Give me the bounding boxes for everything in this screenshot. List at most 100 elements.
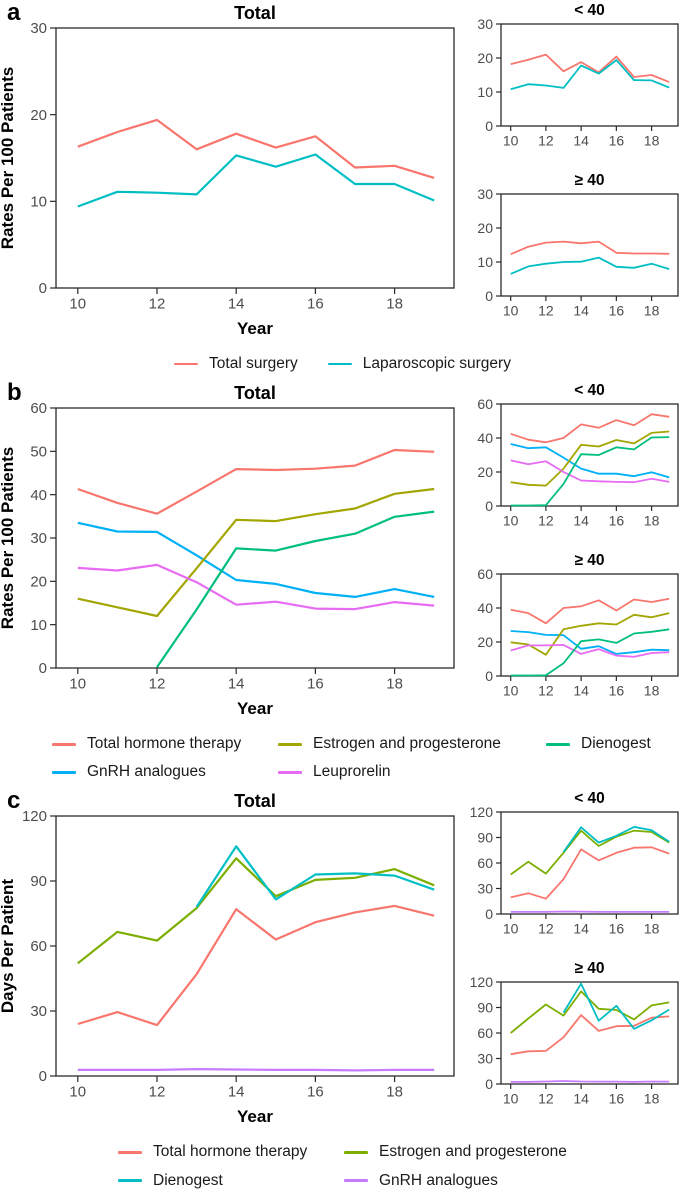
chart-c-total: 0 30 60 90 120 10 12 14 16 18 Total Year Days Per Pa… [0, 790, 462, 1130]
y-tick-label: 10 [30, 193, 47, 210]
series-line [77, 449, 435, 515]
x-tick-label: 10 [503, 513, 519, 529]
chart-title: < 40 [574, 382, 605, 399]
legend-row: Total surgery Laparoscopic surgery [0, 354, 685, 374]
series-line [77, 563, 435, 611]
y-tick-label: 30 [477, 1051, 493, 1067]
legend-item: Dienogest [546, 734, 685, 754]
x-tick-label: 18 [644, 302, 660, 318]
x-tick-label: 16 [609, 302, 625, 318]
panel-label-a: a [7, 0, 21, 26]
legend-label: Laparoscopic surgery [362, 355, 511, 372]
x-tick-label: 16 [307, 1084, 324, 1101]
chart-title: Total [234, 791, 276, 811]
series-line [510, 240, 670, 256]
chart-title: ≥ 40 [574, 552, 604, 569]
legend-item: GnRH analogues [52, 762, 278, 782]
legend-swatch [174, 362, 199, 366]
legend-label: GnRH analogues [379, 1171, 498, 1189]
legend-swatch [118, 1151, 142, 1154]
x-axis-title: Year [237, 1107, 273, 1126]
y-tick-label: 0 [485, 668, 493, 684]
x-tick-label: 12 [149, 295, 166, 312]
x-tick-label: 10 [69, 676, 86, 693]
x-tick-label: 16 [609, 132, 625, 148]
y-axis-title: Days Per Patient [0, 879, 17, 1014]
series-line [510, 628, 670, 677]
y-tick-label: 120 [470, 804, 494, 820]
x-tick-label: 14 [228, 676, 245, 693]
y-tick-label: 20 [477, 50, 493, 66]
x-tick-label: 12 [149, 1084, 166, 1101]
chart-title: Total [234, 3, 276, 23]
series-line [156, 510, 435, 668]
x-tick-label: 18 [644, 1091, 660, 1107]
x-tick-label: 16 [307, 295, 324, 312]
x-tick-label: 12 [538, 513, 554, 529]
x-tick-label: 18 [644, 132, 660, 148]
legend-swatch [118, 1179, 142, 1182]
panel-b-charts: 0 10 20 30 40 50 60 10 12 14 16 18 Total Year Rates Pe… [0, 382, 685, 722]
y-tick-label: 40 [477, 430, 493, 446]
chart-svg: 0 30 60 90 120 10 12 14 16 18 < 40 [470, 790, 679, 937]
series-line [510, 413, 670, 444]
legend-item: Dienogest [118, 1171, 344, 1190]
series-line [195, 845, 435, 909]
legend-swatch [344, 1151, 368, 1154]
legend-label: Total hormone therapy [87, 735, 242, 753]
series-line [510, 597, 670, 625]
chart-svg: 0 20 40 60 10 12 14 16 18 < 40 [477, 382, 679, 529]
y-tick-label: 20 [30, 107, 47, 124]
series-line [77, 153, 435, 208]
y-tick-label: 60 [477, 1025, 493, 1041]
chart-title: ≥ 40 [574, 172, 604, 189]
series-line [510, 59, 670, 91]
panel-label-c: c [7, 787, 21, 815]
legend-label: Estrogen and progesterone [313, 735, 501, 753]
legend-item: Leuprorelin [278, 762, 546, 782]
x-tick-label: 14 [228, 295, 245, 312]
y-tick-label: 60 [477, 396, 493, 412]
chart-c-over40: 0 30 60 90 120 10 12 14 16 18 ≥ 40 [465, 960, 685, 1110]
y-tick-label: 20 [30, 574, 47, 591]
series-line [562, 983, 670, 1031]
chart-b-over40: 0 20 40 60 10 12 14 16 18 ≥ 40 [465, 552, 685, 702]
x-tick-label: 12 [538, 921, 554, 937]
y-tick-label: 10 [477, 254, 493, 270]
chart-b-under40: 0 20 40 60 10 12 14 16 18 < 40 [465, 382, 685, 532]
plot-border [55, 815, 455, 1078]
plot-border [500, 193, 679, 297]
series-line [510, 612, 670, 656]
legend-row: Dienogest GnRH analogues [0, 1171, 685, 1190]
legend-item: GnRH analogues [344, 1171, 685, 1190]
x-tick-label: 18 [644, 683, 660, 699]
x-tick-label: 14 [573, 1091, 589, 1107]
x-tick-label: 10 [503, 132, 519, 148]
y-tick-label: 30 [477, 186, 493, 202]
y-axis-title: Rates Per 100 Patients [0, 67, 17, 249]
chart-title: ≥ 40 [574, 960, 604, 977]
y-tick-label: 0 [39, 280, 47, 297]
chart-a-total: 0 10 20 30 10 12 14 16 18 Total Year Rates Per 100 … [0, 2, 462, 342]
x-tick-label: 18 [386, 1084, 403, 1101]
x-tick-label: 16 [609, 683, 625, 699]
y-tick-label: 40 [30, 487, 47, 504]
y-tick-label: 40 [477, 600, 493, 616]
legend-swatch [546, 742, 570, 746]
legend-label: Leuprorelin [313, 763, 391, 781]
legend-item: Total hormone therapy [118, 1142, 344, 1162]
plot-border [55, 407, 455, 669]
x-tick-label: 12 [538, 302, 554, 318]
y-tick-label: 20 [477, 634, 493, 650]
y-tick-label: 60 [30, 939, 47, 956]
plot-border [55, 27, 455, 289]
x-tick-label: 16 [609, 1091, 625, 1107]
x-axis-title: Year [237, 319, 273, 338]
x-tick-label: 18 [386, 295, 403, 312]
y-tick-label: 10 [477, 84, 493, 100]
y-tick-label: 0 [39, 660, 47, 677]
y-tick-label: 30 [477, 881, 493, 897]
panel-c: c 0 30 60 90 120 10 12 14 16 18 Total Year Days Per … [0, 787, 685, 1190]
y-tick-label: 30 [30, 1004, 47, 1021]
